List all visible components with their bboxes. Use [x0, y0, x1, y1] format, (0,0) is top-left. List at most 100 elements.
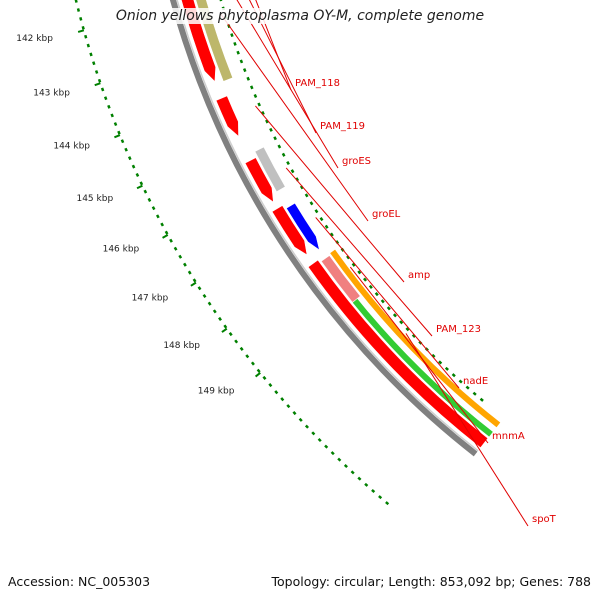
inner-tick-dot: [207, 301, 212, 306]
kbp-tick-label: 147 kbp: [132, 294, 169, 304]
gene-label[interactable]: spoT: [532, 514, 557, 525]
map-title-text: Onion yellows phytoplasma OY-M, complete…: [112, 8, 488, 24]
gene-label-leader: [405, 333, 529, 527]
outer-tick-dot: [357, 270, 362, 275]
inner-tick-dot: [223, 324, 228, 329]
inner-tick-dot: [113, 122, 118, 127]
gene-label[interactable]: amp: [408, 270, 430, 281]
inner-tick-dot: [218, 316, 222, 322]
inner-tick-dot: [139, 181, 144, 186]
outer-tick-dot: [465, 385, 470, 390]
inner-tick-dot: [120, 139, 125, 144]
outer-tick-dot: [458, 379, 463, 384]
outer-tick-dot: [392, 313, 397, 318]
gene-label[interactable]: PAM_123: [436, 324, 481, 335]
inner-tick-dot: [127, 156, 132, 161]
kbp-tick-label: 148 kbp: [163, 341, 200, 351]
kbp-tick-mark: [94, 82, 101, 87]
outer-tick-dot: [451, 373, 456, 378]
inner-tick-dot: [262, 375, 267, 381]
kbp-tick-mark: [77, 29, 85, 33]
outer-tick-dot: [242, 68, 247, 73]
inner-tick-dot: [147, 197, 152, 202]
inner-tick-dot: [371, 489, 376, 494]
outer-tick-dot: [299, 185, 304, 190]
inner-tick-dot: [197, 286, 202, 291]
inner-tick-dot: [304, 424, 309, 429]
inner-tick-dot: [268, 383, 273, 388]
inner-tick-dot: [151, 206, 156, 211]
gene-label[interactable]: mnmA: [492, 431, 525, 442]
inner-tick-dot: [212, 309, 217, 314]
misc-box-pam123[interactable]: [254, 146, 286, 193]
kbp-tick-label: 144 kbp: [53, 142, 90, 152]
inner-tick-dot: [81, 25, 85, 30]
inner-tick-dot: [245, 354, 250, 359]
gene-label[interactable]: PAM_119: [320, 121, 365, 132]
outer-tick-dot: [405, 327, 410, 332]
gene-label[interactable]: groEL: [372, 209, 401, 220]
kbp-tick-label: 145 kbp: [76, 194, 113, 204]
inner-tick-dot: [131, 164, 136, 169]
cds-arrow-pam123[interactable]: [244, 157, 274, 203]
accession-text: Accession: NC_005303: [8, 574, 151, 589]
track-layer: [169, 0, 501, 457]
trna-arrow-nade[interactable]: [285, 202, 320, 251]
outer-tick-dot: [346, 255, 351, 260]
gene-label[interactable]: PAM_118: [295, 78, 340, 89]
kbp-tick-mark: [136, 184, 143, 190]
kbp-tick-mark: [162, 234, 169, 239]
inner-tick-dot: [97, 78, 102, 83]
gene-label[interactable]: groES: [342, 156, 371, 167]
inner-tick-dot: [187, 270, 192, 275]
inner-tick-dot: [76, 8, 81, 12]
outer-tick-dot: [438, 360, 443, 365]
outer-tick-dot: [479, 397, 484, 402]
bottom-orange-track: [330, 249, 501, 428]
inner-tick-dot: [350, 470, 355, 475]
outer-tick-dot: [351, 262, 356, 267]
outer-tick-dot: [261, 111, 265, 116]
cds-arrow-mnma[interactable]: [307, 259, 489, 449]
inner-tick-dot: [378, 495, 383, 500]
inner-tick-dot: [317, 437, 322, 443]
inner-tick-dot: [234, 339, 239, 344]
outer-tick-dot: [290, 169, 295, 174]
outer-tick-dot: [304, 193, 309, 198]
outer-tick-dot: [230, 33, 234, 38]
cds-arrow-nade[interactable]: [271, 205, 308, 256]
outer-tick-dot: [236, 50, 240, 55]
inner-tick-dot: [250, 361, 255, 366]
gene-label-leader: [255, 0, 292, 91]
inner-tick-dot: [89, 52, 93, 57]
genome-backbone-highlight: [176, 0, 479, 452]
inner-tick-dot: [324, 444, 329, 449]
inner-tick-dot: [228, 331, 233, 337]
outer-tick-dot: [363, 277, 368, 282]
outer-tick-dot: [324, 224, 329, 229]
inner-tick-dot: [202, 293, 207, 299]
cds-arrow-amp[interactable]: [215, 95, 239, 137]
outer-tick-dot: [273, 136, 277, 141]
inner-tick-dot: [292, 410, 297, 416]
inner-tick-dot: [169, 238, 173, 243]
outer-tick-dot: [444, 366, 449, 371]
inner-tick-dot: [183, 262, 187, 267]
inner-tick-dot: [286, 404, 291, 409]
mnma-box[interactable]: [320, 255, 361, 303]
inner-tick-dot: [337, 457, 342, 462]
kbp-tick-mark: [254, 372, 261, 378]
outer-tick-dot: [269, 127, 273, 132]
kbp-tick-label: 149 kbp: [198, 386, 235, 396]
outer-tick-dot: [246, 76, 250, 81]
outer-tick-dot: [368, 284, 373, 289]
gene-label[interactable]: nadE: [463, 376, 488, 387]
inner-tick-dot: [239, 346, 244, 351]
kbp-tick-label: 142 kbp: [16, 34, 53, 44]
inner-tick-dot: [135, 172, 140, 177]
outer-tick-dot: [380, 299, 385, 304]
inner-tick-dot: [103, 96, 108, 101]
outer-tick-dot: [233, 41, 237, 46]
kbp-tick-label: 146 kbp: [103, 244, 140, 254]
